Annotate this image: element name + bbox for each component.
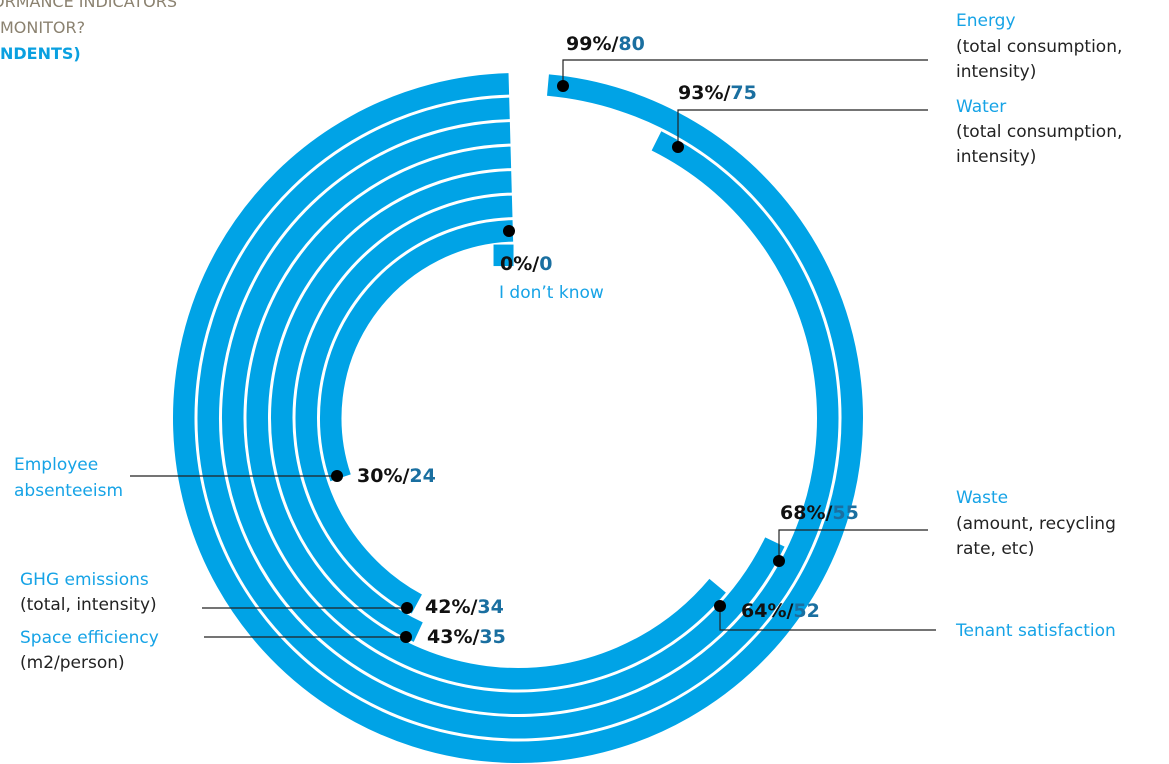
- value-label-6: 30%/24: [357, 465, 436, 487]
- percent-label-2: 68%/: [780, 502, 832, 524]
- value-label-3: 64%/52: [741, 600, 820, 622]
- percent-label-7: 0%/: [500, 253, 539, 275]
- leader-line-2: [778, 529, 928, 561]
- percent-label-4: 43%/: [427, 626, 479, 648]
- leader-line-3: [719, 606, 936, 631]
- value-label-1: 93%/75: [678, 82, 757, 104]
- ring-bar-6: [320, 220, 514, 482]
- count-label-1: 75: [730, 82, 756, 104]
- category-desc-0-0: (total consumption,: [956, 37, 1122, 57]
- count-label-6: 24: [409, 465, 435, 487]
- category-name-3: Tenant satisfaction: [955, 621, 1116, 641]
- chart-title-line-1: ORMANCE INDICATORS: [0, 0, 178, 11]
- value-label-5: 42%/34: [425, 596, 504, 618]
- count-label-2: 55: [832, 502, 858, 524]
- chart-title-line-3: NDENTS): [0, 44, 81, 63]
- category-name-4: Space efficiency: [20, 628, 159, 648]
- category-name-1: Water: [956, 97, 1006, 117]
- leader-dot-2: [773, 555, 785, 567]
- leader-dot-4: [400, 631, 412, 643]
- leader-line-0: [562, 59, 928, 86]
- value-label-7: 0%/0: [500, 253, 552, 275]
- category-desc-4-0: (m2/person): [20, 653, 125, 673]
- ring-bar-3: [246, 146, 726, 690]
- category-name-line2-6: absenteeism: [14, 481, 123, 501]
- leader-dot-5: [401, 602, 413, 614]
- category-name-2: Waste: [956, 488, 1008, 508]
- category-desc-5-0: (total, intensity): [20, 595, 157, 615]
- category-name-7: I don’t know: [499, 283, 604, 303]
- leader-line-1: [677, 109, 928, 147]
- leader-dot-3: [714, 600, 726, 612]
- leader-dot-1: [672, 141, 684, 153]
- category-name-6: Employee: [14, 455, 98, 475]
- category-desc-1-1: intensity): [956, 147, 1036, 167]
- count-label-5: 34: [477, 596, 503, 618]
- leader-dot-0: [557, 80, 569, 92]
- ring-bar-5: [295, 195, 513, 614]
- value-label-0: 99%/80: [566, 33, 645, 55]
- ring-bar-4: [271, 171, 512, 642]
- ring-bar-1: [197, 97, 839, 739]
- category-desc-1-0: (total consumption,: [956, 122, 1122, 142]
- leader-dot-7: [503, 225, 515, 237]
- percent-label-0: 99%/: [566, 33, 618, 55]
- percent-label-5: 42%/: [425, 596, 477, 618]
- value-label-2: 68%/55: [780, 502, 859, 524]
- category-desc-2-1: rate, etc): [956, 539, 1034, 559]
- chart-title-line-2: MONITOR?: [0, 18, 86, 37]
- category-name-5: GHG emissions: [20, 570, 149, 590]
- percent-label-1: 93%/: [678, 82, 730, 104]
- value-label-4: 43%/35: [427, 626, 506, 648]
- count-label-4: 35: [479, 626, 505, 648]
- percent-label-3: 64%/: [741, 600, 793, 622]
- category-desc-2-0: (amount, recycling: [956, 514, 1116, 534]
- ring-bar-2: [222, 122, 785, 714]
- category-desc-0-1: intensity): [956, 62, 1036, 82]
- leader-dot-6: [331, 470, 343, 482]
- percent-label-6: 30%/: [357, 465, 409, 487]
- category-name-0: Energy: [956, 11, 1016, 31]
- count-label-7: 0: [539, 253, 552, 275]
- ring-bar-7: [493, 244, 514, 267]
- count-label-0: 80: [618, 33, 644, 55]
- count-label-3: 52: [793, 600, 819, 622]
- ring-bar-0: [173, 73, 863, 763]
